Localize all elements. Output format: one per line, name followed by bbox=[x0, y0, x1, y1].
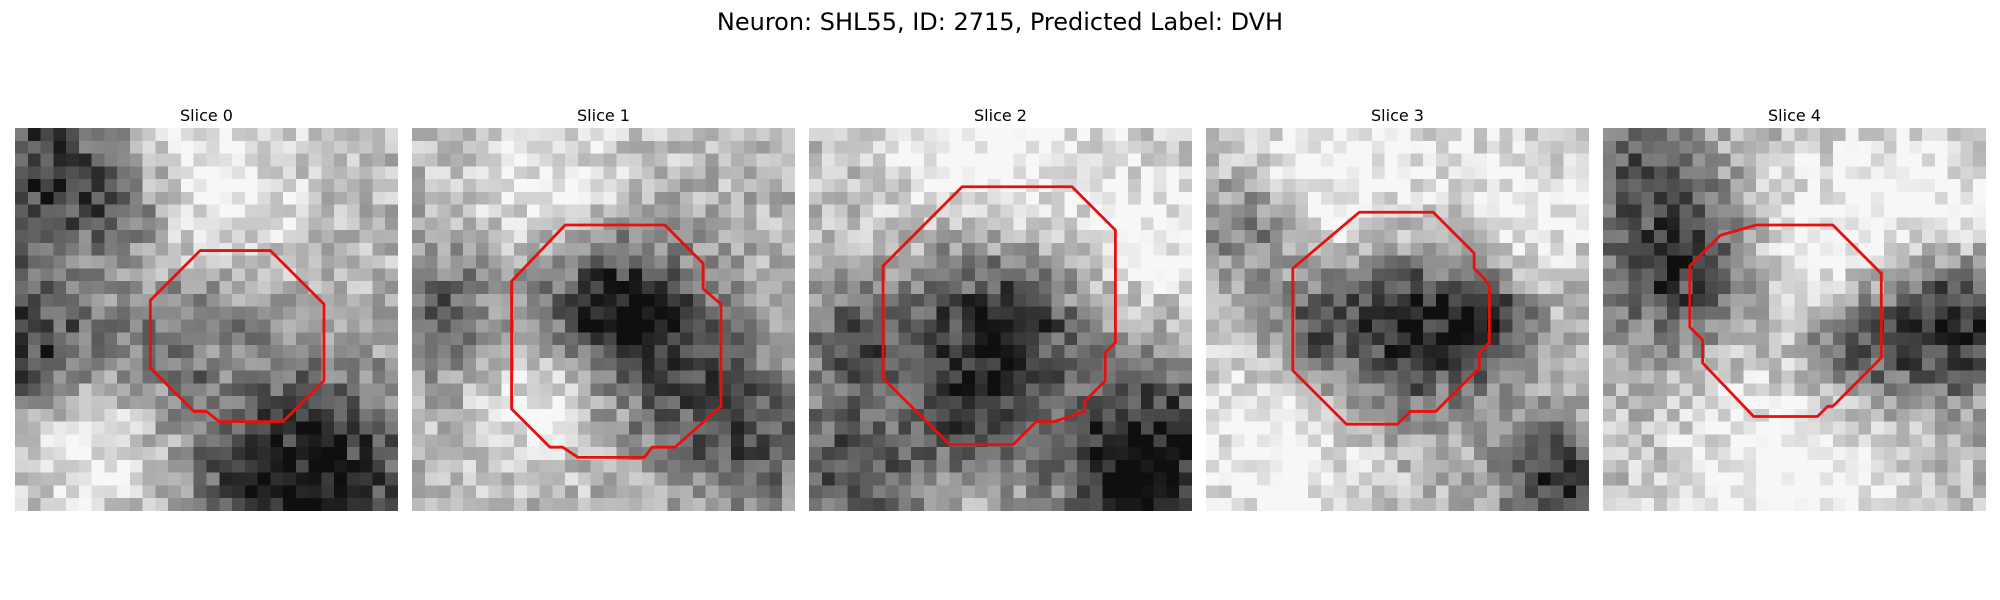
slice-image-4 bbox=[1603, 128, 1986, 511]
slice-pixels-1 bbox=[412, 128, 795, 511]
slice-pixels-3 bbox=[1206, 128, 1589, 511]
neuron-outline-2 bbox=[881, 185, 1117, 447]
figure-title: Neuron: SHL55, ID: 2715, Predicted Label… bbox=[716, 8, 1284, 36]
slice-title-2: Slice 2 bbox=[974, 106, 1027, 125]
neuron-outline-4 bbox=[1688, 223, 1883, 418]
slice-title-3: Slice 3 bbox=[1371, 106, 1424, 125]
neuron-outline-1 bbox=[510, 223, 723, 459]
slice-panel-2: Slice 2 bbox=[809, 106, 1192, 511]
neuron-outline-3 bbox=[1291, 210, 1491, 426]
slice-image-1 bbox=[412, 128, 795, 511]
slice-pixels-0 bbox=[15, 128, 398, 511]
slice-title-1: Slice 1 bbox=[577, 106, 630, 125]
slice-image-3 bbox=[1206, 128, 1589, 511]
slice-panel-4: Slice 4 bbox=[1603, 106, 1986, 511]
slice-title-4: Slice 4 bbox=[1768, 106, 1821, 125]
slice-panel-1: Slice 1 bbox=[412, 106, 795, 511]
slice-image-0 bbox=[15, 128, 398, 511]
neuron-outline-0 bbox=[148, 249, 326, 424]
slice-pixels-4 bbox=[1603, 128, 1986, 511]
slice-image-2 bbox=[809, 128, 1192, 511]
slice-panel-0: Slice 0 bbox=[15, 106, 398, 511]
slice-panel-3: Slice 3 bbox=[1206, 106, 1589, 511]
slice-pixels-2 bbox=[809, 128, 1192, 511]
slice-title-0: Slice 0 bbox=[180, 106, 233, 125]
